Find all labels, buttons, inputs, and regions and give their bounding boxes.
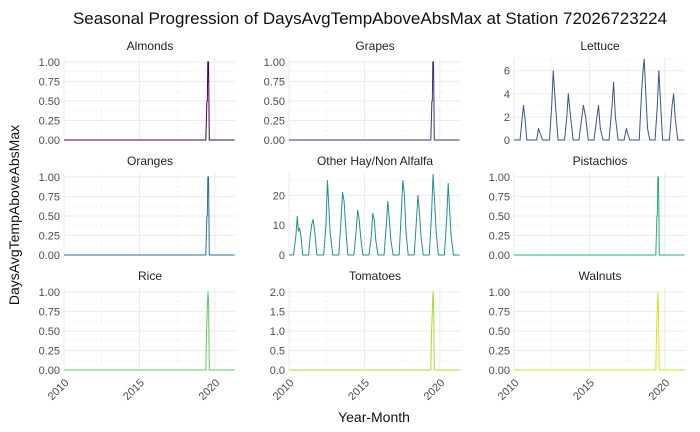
panel-3: Lettuce 0 2 4 6 [504,39,686,147]
panel-9-y-tick-label: 0.25 [489,345,510,357]
panel-7-series-line [64,291,235,371]
panels: Almonds0.000.250.500.751.00Grapes0.000.2… [39,39,686,403]
chart-title: Seasonal Progression of DaysAvgTempAbove… [73,9,667,28]
panel-1-series-line [64,61,235,141]
panel-6-strip-label: Pistachios [573,154,628,168]
panel-8-y-tick-label: 0.0 [270,365,285,377]
panel-9-x-tick-label: 2010 [496,377,522,403]
panel-2-series-line [289,61,460,141]
y-axis-title: DaysAvgTempAboveAbsMax [6,125,22,305]
panel-6-y-tick-label: 0.25 [489,230,510,242]
panel-8-y-tick-label: 1.0 [270,326,285,338]
panel-6-y-tick-label: 0.75 [489,191,510,203]
panel-7-x-tick-label: 2010 [46,377,72,403]
panel-8-strip-label: Tomatoes [349,269,401,283]
panel-7-y-tick-label: 0.50 [39,326,60,338]
panel-4-y-tick-label: 0.25 [39,230,60,242]
panel-7-y-tick-label: 0.00 [39,365,60,377]
panel-9-y-tick-label: 0.00 [489,365,510,377]
panel-2-y-tick-label: 0.00 [264,135,285,147]
panel-2: Grapes 0.00 0.25 0.50 0.75 1.00 [264,39,461,147]
panel-5-y-tick-label: 0 [279,250,285,262]
panel-1-y-tick-label: 0.00 [39,135,60,147]
panel-8-y-tick-label: 1.5 [270,306,285,318]
panel-4-y-tick-label: 0.75 [39,191,60,203]
panel-9-series-line [514,291,685,371]
panel-1: Almonds 0.00 0.25 0.50 0.75 1.00 [39,39,236,147]
panel-3-y-tick-label: 2 [504,112,510,124]
panel-2-y-tick-label: 0.25 [264,115,285,127]
panel-4-y-tick-label: 1.00 [39,172,60,184]
panel-4-series-line [64,176,235,256]
panel-9-y-tick-label: 0.75 [489,306,510,318]
panel-1-y-tick-label: 0.50 [39,96,60,108]
panel-5: Other Hay/Non Alfalfa 0 10 20 [273,154,461,262]
panel-8-series-line [289,291,460,371]
panel-3-y-tick-label: 6 [504,66,510,78]
panel-2-y-tick-label: 0.75 [264,76,285,88]
panel-7: Rice 0.00 0.25 0.50 0.75 1.00 2010 2015 2020 [39,269,236,403]
panel-9-strip-label: Walnuts [579,269,622,283]
panel-6-y-tick-label: 0.00 [489,250,510,262]
panel-7-strip-label: Rice [138,269,162,283]
panel-4-y-tick-label: 0.00 [39,250,60,262]
panel-7-y-tick-label: 1.00 [39,287,60,299]
panel-8-y-tick-label: 0.5 [270,345,285,357]
panel-1-y-tick-label: 0.75 [39,76,60,88]
panel-5-y-tick-label: 20 [273,190,285,202]
panel-2-y-tick-label: 1.00 [264,57,285,69]
panel-9: Walnuts 0.00 0.25 0.50 0.75 1.00 2010 2015 2020 [489,269,686,403]
panel-8-x-tick-label: 2020 [422,377,448,403]
panel-5-series-line [289,173,460,256]
panel-6-y-tick-label: 0.50 [489,211,510,223]
panel-5-strip-label: Other Hay/Non Alfalfa [317,154,433,168]
panel-8-x-tick-label: 2010 [271,377,297,403]
panel-4-y-tick-label: 0.50 [39,211,60,223]
panel-4-strip-label: Oranges [127,154,173,168]
panel-6: Pistachios 0.00 0.25 0.50 0.75 1.00 [489,154,686,262]
panel-3-y-tick-label: 4 [504,89,510,101]
panel-3-y-tick-label: 0 [504,135,510,147]
panel-1-y-tick-label: 0.25 [39,115,60,127]
panel-9-y-tick-label: 0.50 [489,326,510,338]
panel-1-y-tick-label: 1.00 [39,57,60,69]
panel-4: Oranges 0.00 0.25 0.50 0.75 1.00 [39,154,236,262]
panel-9-x-tick-label: 2020 [647,377,673,403]
panel-8-x-tick-label: 2015 [346,377,372,403]
panel-7-y-tick-label: 0.25 [39,345,60,357]
panel-7-x-tick-label: 2015 [121,377,147,403]
panel-1-strip-label: Almonds [127,39,174,53]
panel-3-series-line [514,58,685,141]
panel-9-x-tick-label: 2015 [571,377,597,403]
panel-8: Tomatoes 0.0 0.5 1.0 1.5 2.0 2010 2015 2020 [270,269,461,403]
panel-9-y-tick-label: 1.00 [489,287,510,299]
panel-7-y-tick-label: 0.75 [39,306,60,318]
panel-3-strip-label: Lettuce [580,39,620,53]
panel-2-y-tick-label: 0.50 [264,96,285,108]
panel-7-x-tick-label: 2020 [197,377,223,403]
panel-5-y-tick-label: 10 [273,220,285,232]
panel-6-series-line [514,176,685,256]
x-axis-title: Year-Month [338,409,410,425]
panel-6-y-tick-label: 1.00 [489,172,510,184]
panel-2-strip-label: Grapes [355,39,394,53]
panel-8-y-tick-label: 2.0 [270,287,285,299]
